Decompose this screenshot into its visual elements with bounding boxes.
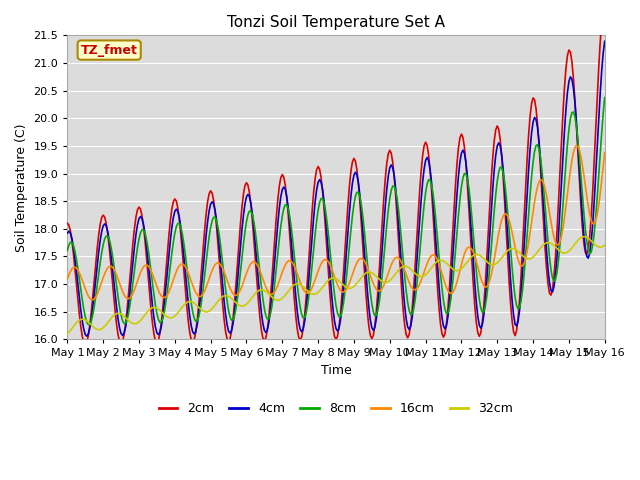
2cm [601, 0, 609, 5]
32cm [163, 314, 171, 320]
Line: 32cm: 32cm [67, 237, 605, 334]
Legend: 2cm, 4cm, 8cm, 16cm, 32cm: 2cm, 4cm, 8cm, 16cm, 32cm [154, 397, 518, 420]
Text: TZ_fmet: TZ_fmet [81, 44, 138, 57]
4cm [389, 165, 397, 170]
8cm [84, 322, 92, 327]
8cm [601, 95, 609, 100]
32cm [580, 234, 588, 240]
32cm [387, 276, 395, 282]
8cm [401, 273, 408, 279]
8cm [63, 248, 71, 253]
8cm [79, 297, 86, 303]
X-axis label: Time: Time [321, 364, 351, 377]
Line: 16cm: 16cm [67, 145, 605, 300]
4cm [537, 157, 545, 163]
2cm [79, 333, 86, 339]
32cm [369, 271, 377, 276]
16cm [371, 284, 379, 290]
2cm [165, 233, 173, 239]
4cm [63, 230, 71, 236]
8cm [371, 313, 379, 319]
8cm [165, 276, 173, 282]
16cm [537, 177, 545, 182]
16cm [389, 259, 397, 264]
Title: Tonzi Soil Temperature Set A: Tonzi Soil Temperature Set A [227, 15, 445, 30]
4cm [79, 318, 86, 324]
32cm [63, 331, 71, 336]
16cm [601, 150, 609, 156]
32cm [535, 247, 543, 253]
16cm [573, 143, 580, 148]
8cm [389, 183, 397, 189]
16cm [401, 267, 408, 273]
8cm [537, 155, 545, 161]
2cm [401, 322, 408, 328]
2cm [537, 166, 545, 172]
32cm [399, 264, 407, 269]
4cm [83, 333, 91, 339]
Line: 2cm: 2cm [67, 2, 605, 345]
2cm [63, 220, 71, 226]
4cm [601, 38, 609, 44]
16cm [79, 277, 86, 283]
Line: 8cm: 8cm [67, 97, 605, 324]
16cm [165, 289, 173, 295]
Y-axis label: Soil Temperature (C): Soil Temperature (C) [15, 123, 28, 252]
32cm [79, 316, 86, 322]
4cm [371, 324, 379, 330]
Line: 4cm: 4cm [67, 41, 605, 336]
4cm [401, 303, 408, 309]
16cm [89, 297, 97, 303]
2cm [371, 323, 379, 329]
4cm [165, 253, 173, 259]
2cm [81, 342, 89, 348]
2cm [389, 159, 397, 165]
32cm [601, 242, 609, 248]
16cm [63, 276, 71, 282]
